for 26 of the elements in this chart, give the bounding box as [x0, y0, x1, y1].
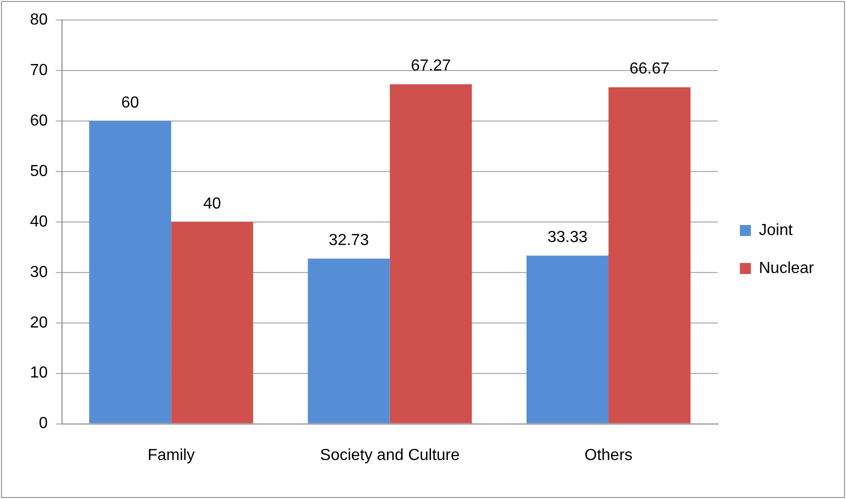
bar — [308, 258, 390, 424]
data-label: 66.67 — [630, 60, 670, 78]
bar — [390, 84, 472, 424]
y-tick-label: 80 — [30, 11, 48, 28]
y-tick-label: 20 — [30, 314, 48, 332]
y-tick-label: 30 — [30, 264, 48, 281]
legend-label: Nuclear — [758, 260, 815, 277]
legend-label: Joint — [758, 222, 794, 239]
y-tick-label: 60 — [30, 112, 48, 130]
y-tick-label: 40 — [30, 213, 48, 230]
data-label: 32.73 — [328, 232, 369, 249]
x-tick-label: Family — [148, 446, 195, 464]
data-label: 60 — [121, 94, 140, 112]
data-label: 33.33 — [547, 228, 588, 246]
bar — [526, 256, 609, 424]
y-tick-label: 50 — [30, 162, 48, 180]
y-tick-label: 0 — [38, 415, 48, 432]
x-tick-label: Society and Culture — [320, 446, 460, 464]
bar — [171, 222, 254, 424]
y-tick-label: 10 — [30, 364, 48, 382]
data-label: 40 — [203, 195, 222, 212]
x-tick-label: Others — [584, 446, 633, 464]
y-tick-label: 70 — [30, 62, 48, 79]
bar — [608, 87, 691, 424]
bar — [89, 120, 172, 424]
data-label: 67.27 — [410, 58, 451, 75]
